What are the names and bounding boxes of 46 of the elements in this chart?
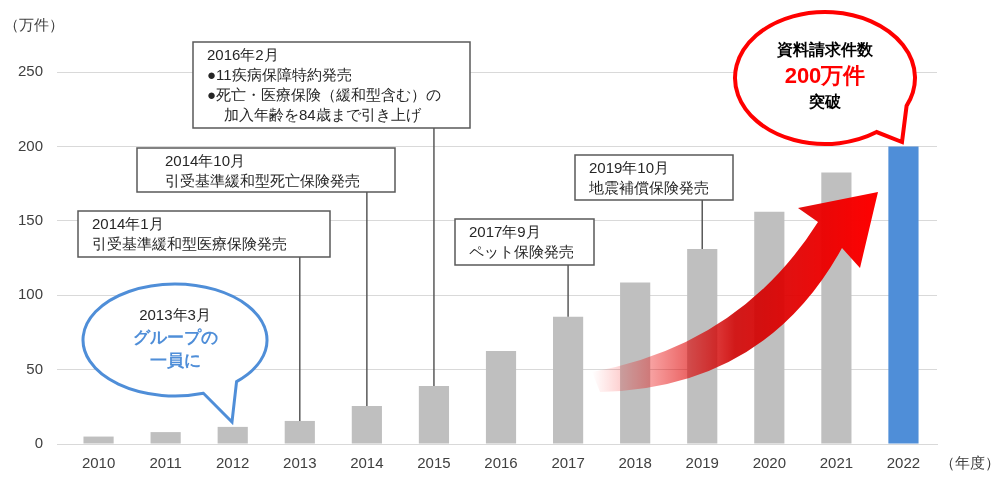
x-axis-title: （年度） [940,454,1000,471]
annotation: 突破 [808,92,842,112]
y-tick-label: 250 [18,62,44,80]
bar [418,385,450,444]
bar [351,406,382,444]
y-tick-label: 50 [26,359,44,377]
annotation: ●死亡・医療保険（緩和型含む）の加入年齢を84歳まで引き上げ [207,85,443,125]
bar [150,432,181,444]
x-tick-label: 2021 [819,454,854,472]
x-tick-label: 2020 [752,454,786,472]
bar [888,146,919,444]
x-tick-label: 2017 [551,454,585,472]
annotation: 2017年9月 [469,222,542,242]
bar [217,426,248,444]
x-tick-label: 2022 [886,454,921,472]
annotation: 地震補償保険発売 [589,178,710,198]
x-tick-label: 2014 [350,454,384,472]
x-tick-label: 2018 [618,454,652,472]
x-tick-label: 2019 [685,454,719,472]
text: 2016年2月 [207,45,280,65]
bar [284,420,315,444]
annotation: 2013年3月 [138,305,212,325]
y-axis-title: （万件） [4,16,64,33]
bar [485,351,517,444]
annotation: ペット保険発売 [469,242,575,262]
y-tick-label: 150 [18,210,44,228]
y-tick-label: 100 [18,285,44,303]
x-tick-label: 2010 [81,454,116,472]
annotation: 2019年10月 [589,158,671,178]
bar [553,316,584,444]
x-tick-label: 2011 [149,454,182,472]
annotation: 2014年1月 [92,214,165,234]
x-tick-label: 2016 [484,454,518,472]
annotation: 引受基準緩和型死亡保険発売 [165,171,361,191]
x-tick-label: 2012 [216,454,250,472]
x-tick-label: 2015 [417,454,451,472]
annotation: 200万件 [783,62,867,90]
y-tick-label: 200 [18,136,44,154]
annotation: 2014年10月 [165,151,247,171]
text: 資料請求件数 [776,40,874,60]
bar [83,436,114,444]
annotation: グループの一員に [131,327,219,372]
annotation: ●11疾病保障特約発売 [207,65,353,85]
y-tick-label: 0 [34,434,44,452]
x-tick-label: 2013 [283,454,317,472]
annotation: 引受基準緩和型医療保険発売 [92,234,288,254]
